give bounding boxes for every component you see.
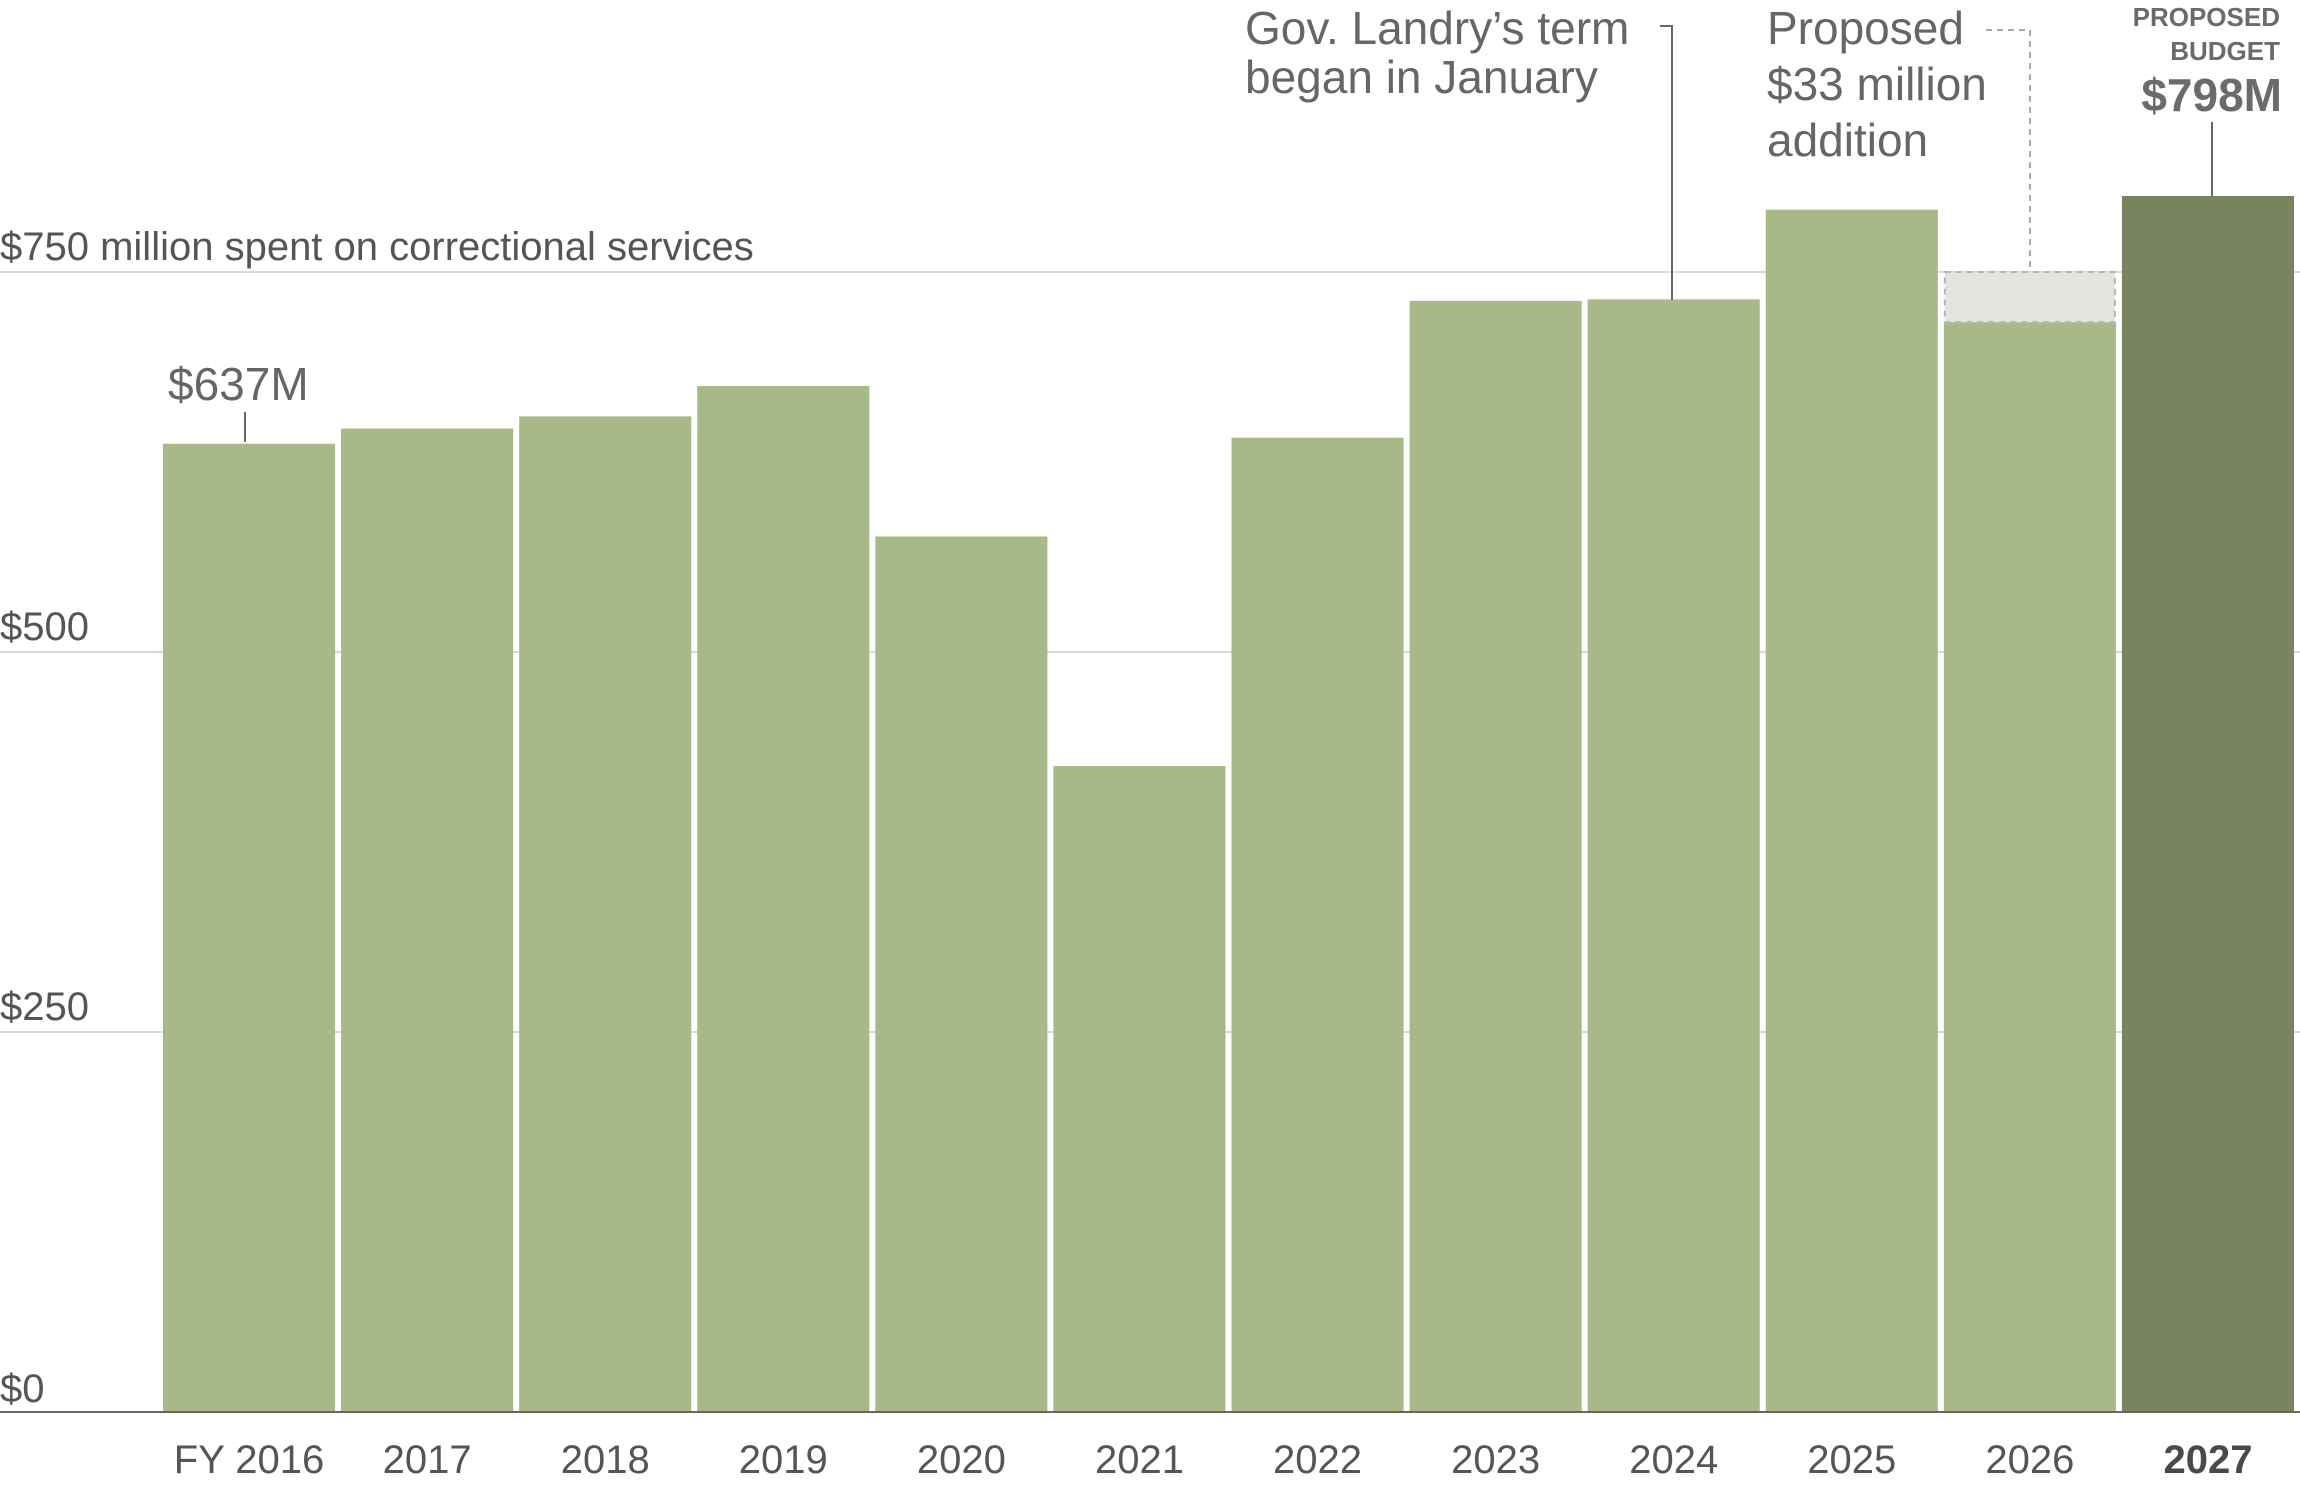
landry-annotation-line1: Gov. Landry’s term bbox=[1245, 2, 1629, 54]
budget-annotation-line1: PROPOSED bbox=[2133, 2, 2280, 32]
addition-annotation-line3: addition bbox=[1767, 114, 1928, 166]
landry-annotation-line2: began in January bbox=[1245, 51, 1598, 103]
bar-2022 bbox=[1231, 437, 1404, 1412]
bar-2017 bbox=[341, 428, 514, 1412]
landry-leader bbox=[1660, 25, 1673, 300]
bar-2025 bbox=[1765, 209, 1938, 1413]
x-tick-label-fy-2016: FY 2016 bbox=[174, 1438, 325, 1482]
proposed-addition-box bbox=[1943, 271, 2116, 324]
bar-2018 bbox=[519, 416, 692, 1412]
budget-annotation-line2: BUDGET bbox=[2170, 36, 2280, 66]
x-category-labels: FY 2016 2017 2018 2019 2020 2021 2022 2023 2024 2… bbox=[174, 1438, 2253, 1482]
x-tick-label-2023: 2023 bbox=[1451, 1438, 1540, 1482]
x-tick-label-2018: 2018 bbox=[561, 1438, 650, 1482]
bar-fy-2016 bbox=[163, 443, 336, 1412]
y-tick-label-750: $750 million spent on correctional servi… bbox=[0, 225, 754, 269]
x-tick-label-2024: 2024 bbox=[1629, 1438, 1718, 1482]
bar-2020 bbox=[875, 536, 1048, 1412]
y-tick-labels: $0 $250 $500 $750 million spent on correcti… bbox=[0, 225, 754, 1411]
x-tick-label-2026: 2026 bbox=[1985, 1438, 2074, 1482]
proposed-addition bbox=[1943, 271, 2116, 324]
bar-2024 bbox=[1587, 299, 1760, 1412]
annotations: $637M Gov. Landry’s term began in Januar… bbox=[168, 2, 2282, 442]
x-tick-label-2019: 2019 bbox=[739, 1438, 828, 1482]
x-tick-label-2025: 2025 bbox=[1807, 1438, 1896, 1482]
bar-2021 bbox=[1053, 766, 1226, 1412]
addition-annotation-line1: Proposed bbox=[1767, 2, 1964, 54]
y-tick-label-250: $250 bbox=[0, 985, 89, 1029]
x-tick-label-2021: 2021 bbox=[1095, 1438, 1184, 1482]
x-tick-label-2017: 2017 bbox=[383, 1438, 472, 1482]
first-value-label: $637M bbox=[168, 358, 309, 410]
bar-2023 bbox=[1409, 300, 1582, 1412]
y-tick-label-500: $500 bbox=[0, 605, 89, 649]
bar-2019 bbox=[697, 386, 870, 1412]
bars bbox=[163, 196, 2294, 1413]
x-tick-label-2027: 2027 bbox=[2163, 1438, 2252, 1482]
x-tick-label-2022: 2022 bbox=[1273, 1438, 1362, 1482]
addition-leader bbox=[1986, 29, 2031, 268]
bar-2027 bbox=[2121, 196, 2294, 1412]
budget-annotation-value: $798M bbox=[2141, 69, 2282, 121]
y-tick-label-0: $0 bbox=[0, 1367, 45, 1411]
x-tick-label-2020: 2020 bbox=[917, 1438, 1006, 1482]
addition-annotation-line2: $33 million bbox=[1767, 58, 1987, 110]
bar-2026 bbox=[1943, 322, 2116, 1412]
